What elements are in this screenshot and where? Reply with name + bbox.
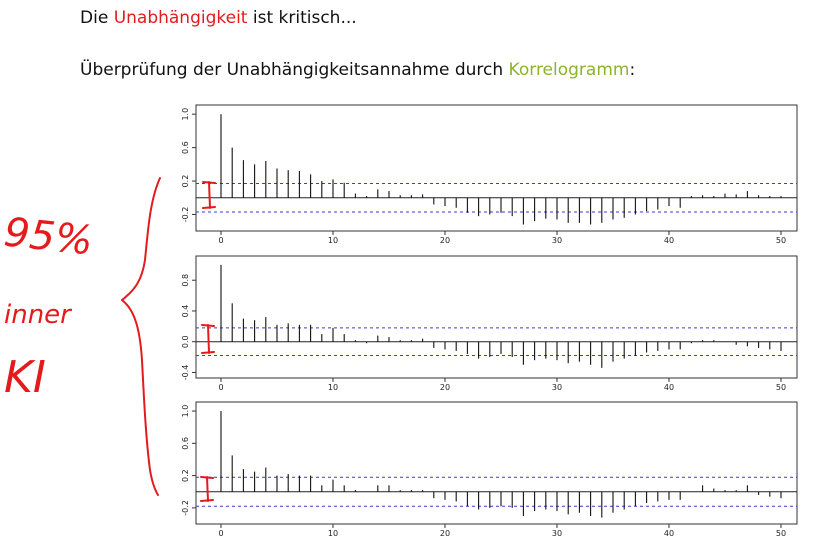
handwritten-inner: inner	[4, 300, 71, 330]
panel-3-xtick-label: 10	[328, 529, 338, 538]
panel-1-xtick-label: 20	[440, 236, 450, 245]
panel-2-ytick-label: 0.8	[181, 274, 190, 287]
panel-3-xtick-label: 50	[776, 529, 786, 538]
panel-3-frame	[195, 401, 798, 525]
handwritten-95-percent: 95%	[1, 209, 96, 265]
header-line-2-highlight: Korrelogramm	[508, 60, 630, 80]
panel-3-ytick-label: 1.0	[181, 405, 190, 418]
panel-3-ytick-label: 0.2	[181, 469, 190, 482]
header-line-2: Überprüfung der Unabhängigkeitsannahme d…	[80, 60, 635, 80]
header-line-2-post: :	[629, 60, 636, 80]
panel-1-xtick-label: 30	[552, 236, 562, 245]
header-line-1-pre: Die	[80, 8, 114, 28]
panel-1-ytick-label: 0.2	[181, 175, 190, 188]
panel-2-ytick-label: -0.4	[181, 365, 190, 381]
panel-3-xtick-label: 30	[552, 529, 562, 538]
panel-2-xtick-label: 0	[218, 383, 223, 392]
handwritten-ci-bracket-3	[200, 476, 214, 502]
header-line-1-post: ist kritisch...	[247, 8, 357, 28]
panel-1-frame	[195, 104, 798, 232]
panel-2-xtick-label: 50	[776, 383, 786, 392]
panel-2-xtick-label: 30	[552, 383, 562, 392]
panel-2-xtick-label: 10	[328, 383, 338, 392]
panel-3-xtick-label: 0	[218, 529, 223, 538]
header-line-1: Die Unabhängigkeit ist kritisch...	[80, 8, 357, 28]
panel-3-ytick-label: 0.6	[181, 437, 190, 450]
panel-3-ytick-label: -0.2	[181, 500, 190, 516]
panel-1-ytick-label: 0.6	[181, 141, 190, 154]
panel-1-xtick-label: 50	[776, 236, 786, 245]
header-line-2-pre: Überprüfung der Unabhängigkeitsannahme d…	[80, 60, 509, 80]
panel-2-xtick-label: 40	[664, 383, 674, 392]
panel-1-ytick-label: -0.2	[181, 207, 190, 223]
panel-2-ytick-label: 0.4	[181, 305, 190, 318]
panel-1-xtick-label: 40	[664, 236, 674, 245]
panel-3-xtick-label: 20	[440, 529, 450, 538]
handwritten-curly-brace	[121, 177, 161, 496]
handwritten-ci-bracket-1	[202, 181, 216, 209]
panel-2-frame	[195, 255, 798, 379]
panel-2-xtick-label: 20	[440, 383, 450, 392]
handwritten-ci-bracket-2	[201, 324, 215, 354]
panel-3-xtick-label: 40	[664, 529, 674, 538]
panel-2-ytick-label: 0.0	[181, 335, 190, 348]
panel-1-ytick-label: 1.0	[181, 108, 190, 121]
panel-1-xtick-label: 0	[218, 236, 223, 245]
header-line-1-highlight: Unabhängigkeit	[113, 8, 248, 28]
handwritten-ki: KI	[4, 352, 46, 403]
panel-1-xtick-label: 10	[328, 236, 338, 245]
